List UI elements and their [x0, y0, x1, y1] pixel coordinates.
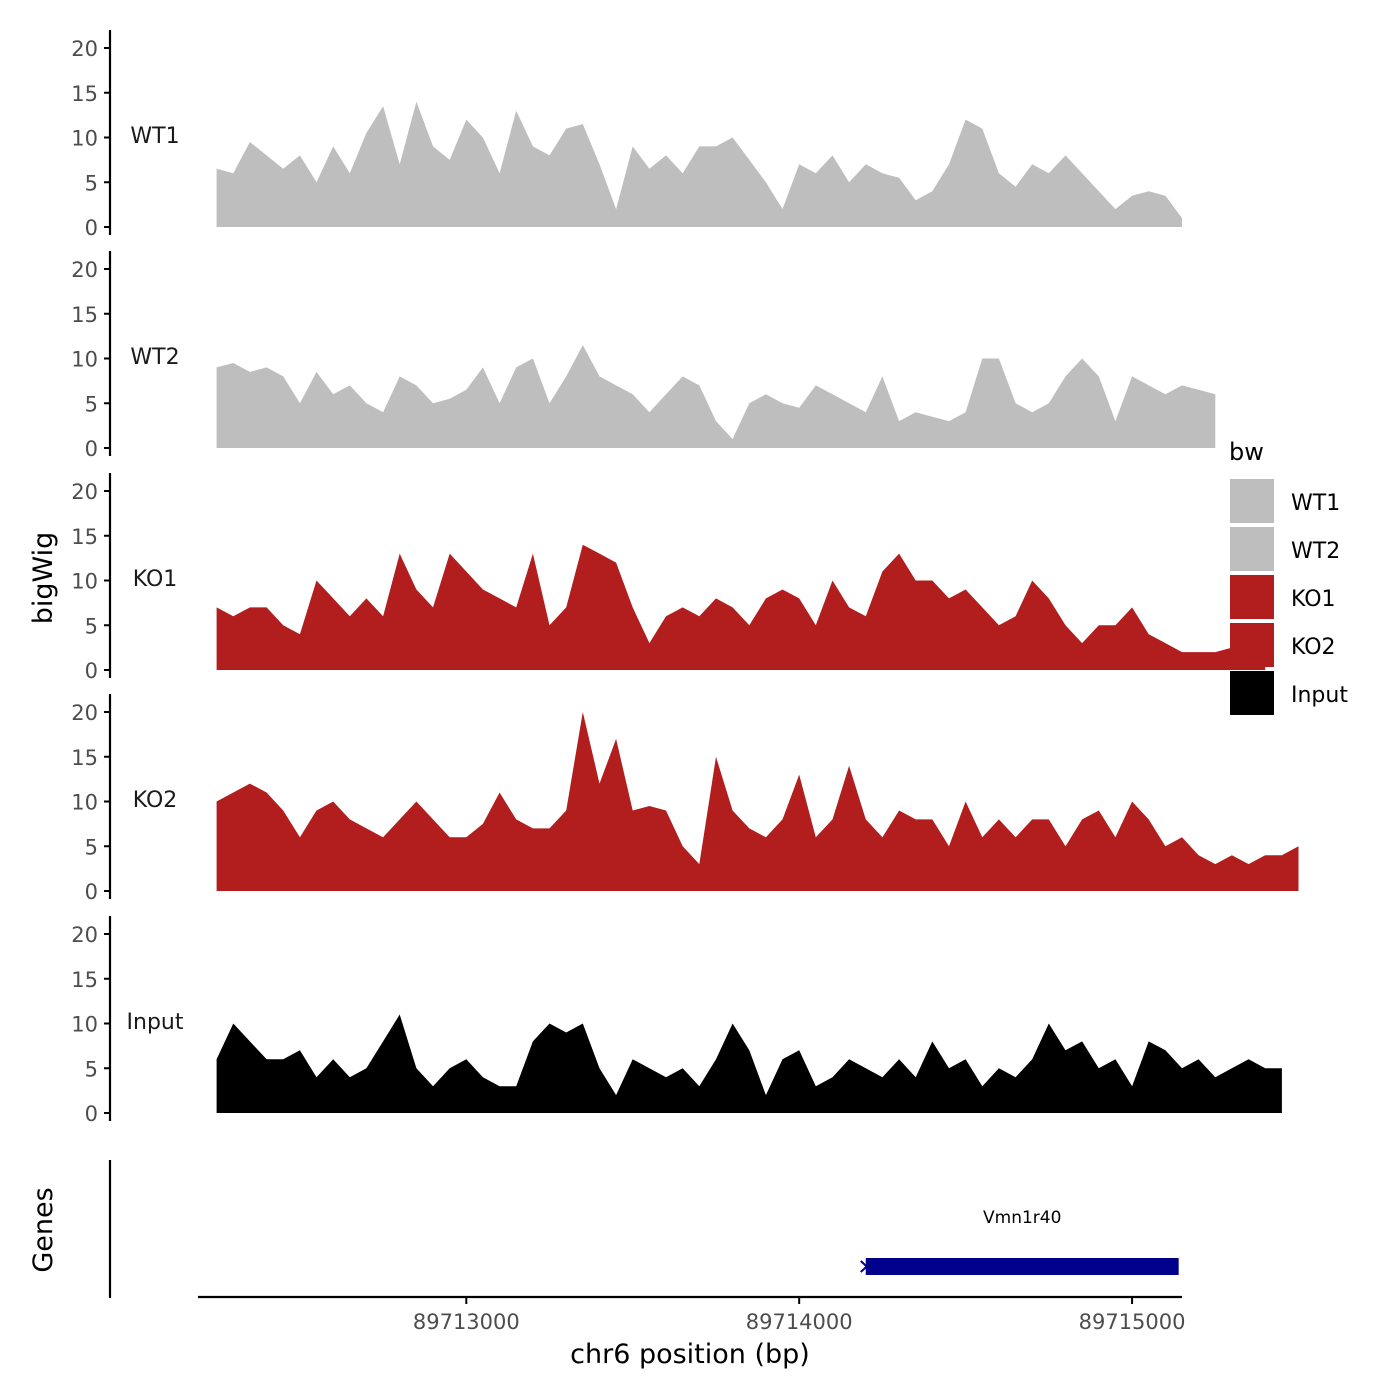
- y-tick-label: 5: [85, 1057, 98, 1081]
- y-tick-label: 5: [85, 614, 98, 638]
- track-wt1: 0 5 10 15 20 WT1: [71, 30, 1183, 240]
- track-input: 0 5 10 15 20 Input: [71, 916, 1282, 1126]
- track-label: KO2: [133, 788, 178, 813]
- coverage-area-input: [216, 1014, 1282, 1113]
- x-tick-label: 89713000: [413, 1310, 520, 1334]
- coverage-area-ko1: [216, 544, 1266, 670]
- y-tick-label: 0: [85, 437, 98, 461]
- y-tick-label: 10: [71, 127, 98, 151]
- y-tick-label: 0: [85, 1102, 98, 1126]
- y-tick-label: 15: [71, 968, 98, 992]
- x-ticks: 89713000 89714000 89715000: [413, 1297, 1186, 1334]
- y-tick-label: 10: [71, 1013, 98, 1037]
- y-axis-title: bigWig: [28, 532, 59, 625]
- y-tick-label: 15: [71, 82, 98, 106]
- gene-label: Vmn1r40: [983, 1208, 1061, 1228]
- y-tick-label: 0: [85, 880, 98, 904]
- y-tick-label: 0: [85, 659, 98, 683]
- track-label: WT1: [130, 124, 179, 149]
- legend-entry: Input: [1230, 671, 1348, 715]
- gene-vmn1r40: Vmn1r40: [860, 1208, 1179, 1275]
- y-tick-label: 20: [71, 923, 98, 947]
- x-axis-title: chr6 position (bp): [570, 1339, 810, 1370]
- y-tick-label: 5: [85, 171, 98, 195]
- legend-swatch: [1230, 575, 1274, 619]
- y-tick-label: 10: [71, 791, 98, 815]
- gene-panel: Genes Vmn1r40: [28, 1160, 1179, 1298]
- y-tick-label: 0: [85, 216, 98, 240]
- y-tick-label: 20: [71, 37, 98, 61]
- coverage-area-wt2: [216, 345, 1216, 448]
- y-tick-label: 15: [71, 746, 98, 770]
- legend-title: bw: [1229, 438, 1264, 466]
- track-label: Input: [127, 1010, 184, 1035]
- legend-label: WT2: [1291, 539, 1340, 564]
- legend-entry: KO2: [1230, 623, 1336, 667]
- y-tick-label: 15: [71, 525, 98, 549]
- strand-arrow-icon: [860, 1260, 869, 1273]
- legend-entry: KO1: [1230, 575, 1336, 619]
- legend-entries: WT1 WT2 KO1 KO2 Input: [1230, 479, 1348, 715]
- track-ko2: 0 5 10 15 20 KO2: [71, 694, 1299, 904]
- legend: bw WT1 WT2 KO1 KO2 Input: [1229, 438, 1348, 715]
- track-ko1: 0 5 10 15 20 KO1: [71, 473, 1266, 683]
- legend-swatch: [1230, 527, 1274, 571]
- legend-label: Input: [1291, 683, 1348, 708]
- track-label: WT2: [130, 345, 179, 370]
- legend-entry: WT2: [1230, 527, 1340, 571]
- gene-models: Vmn1r40: [860, 1208, 1179, 1275]
- x-tick-label: 89714000: [746, 1310, 853, 1334]
- x-tick-label: 89715000: [1079, 1310, 1186, 1334]
- y-tick-label: 20: [71, 258, 98, 282]
- y-tick-label: 20: [71, 480, 98, 504]
- y-tick-label: 20: [71, 701, 98, 725]
- gene-body: [865, 1258, 1179, 1275]
- track-wt2: 0 5 10 15 20 WT2: [71, 251, 1216, 461]
- legend-entry: WT1: [1230, 479, 1340, 523]
- y-tick-label: 10: [71, 570, 98, 594]
- coverage-area-wt1: [216, 101, 1183, 227]
- coverage-area-ko2: [216, 712, 1299, 891]
- legend-swatch: [1230, 671, 1274, 715]
- gene-panel-label: Genes: [28, 1187, 59, 1272]
- bigwig-tracks: 0 5 10 15 20 WT1 0 5 10 15 20 WT2 0 5 10 15 20 KO1 0 5 10 15 2…: [71, 30, 1299, 1126]
- legend-label: KO2: [1291, 635, 1336, 660]
- y-tick-label: 10: [71, 348, 98, 372]
- legend-swatch: [1230, 623, 1274, 667]
- legend-label: KO1: [1291, 587, 1336, 612]
- x-axis: 89713000 89714000 89715000 chr6 position (…: [198, 1295, 1186, 1370]
- y-tick-label: 15: [71, 303, 98, 327]
- y-tick-label: 5: [85, 392, 98, 416]
- y-tick-label: 5: [85, 835, 98, 859]
- track-label: KO1: [133, 567, 178, 592]
- legend-label: WT1: [1291, 491, 1340, 516]
- legend-swatch: [1230, 479, 1274, 523]
